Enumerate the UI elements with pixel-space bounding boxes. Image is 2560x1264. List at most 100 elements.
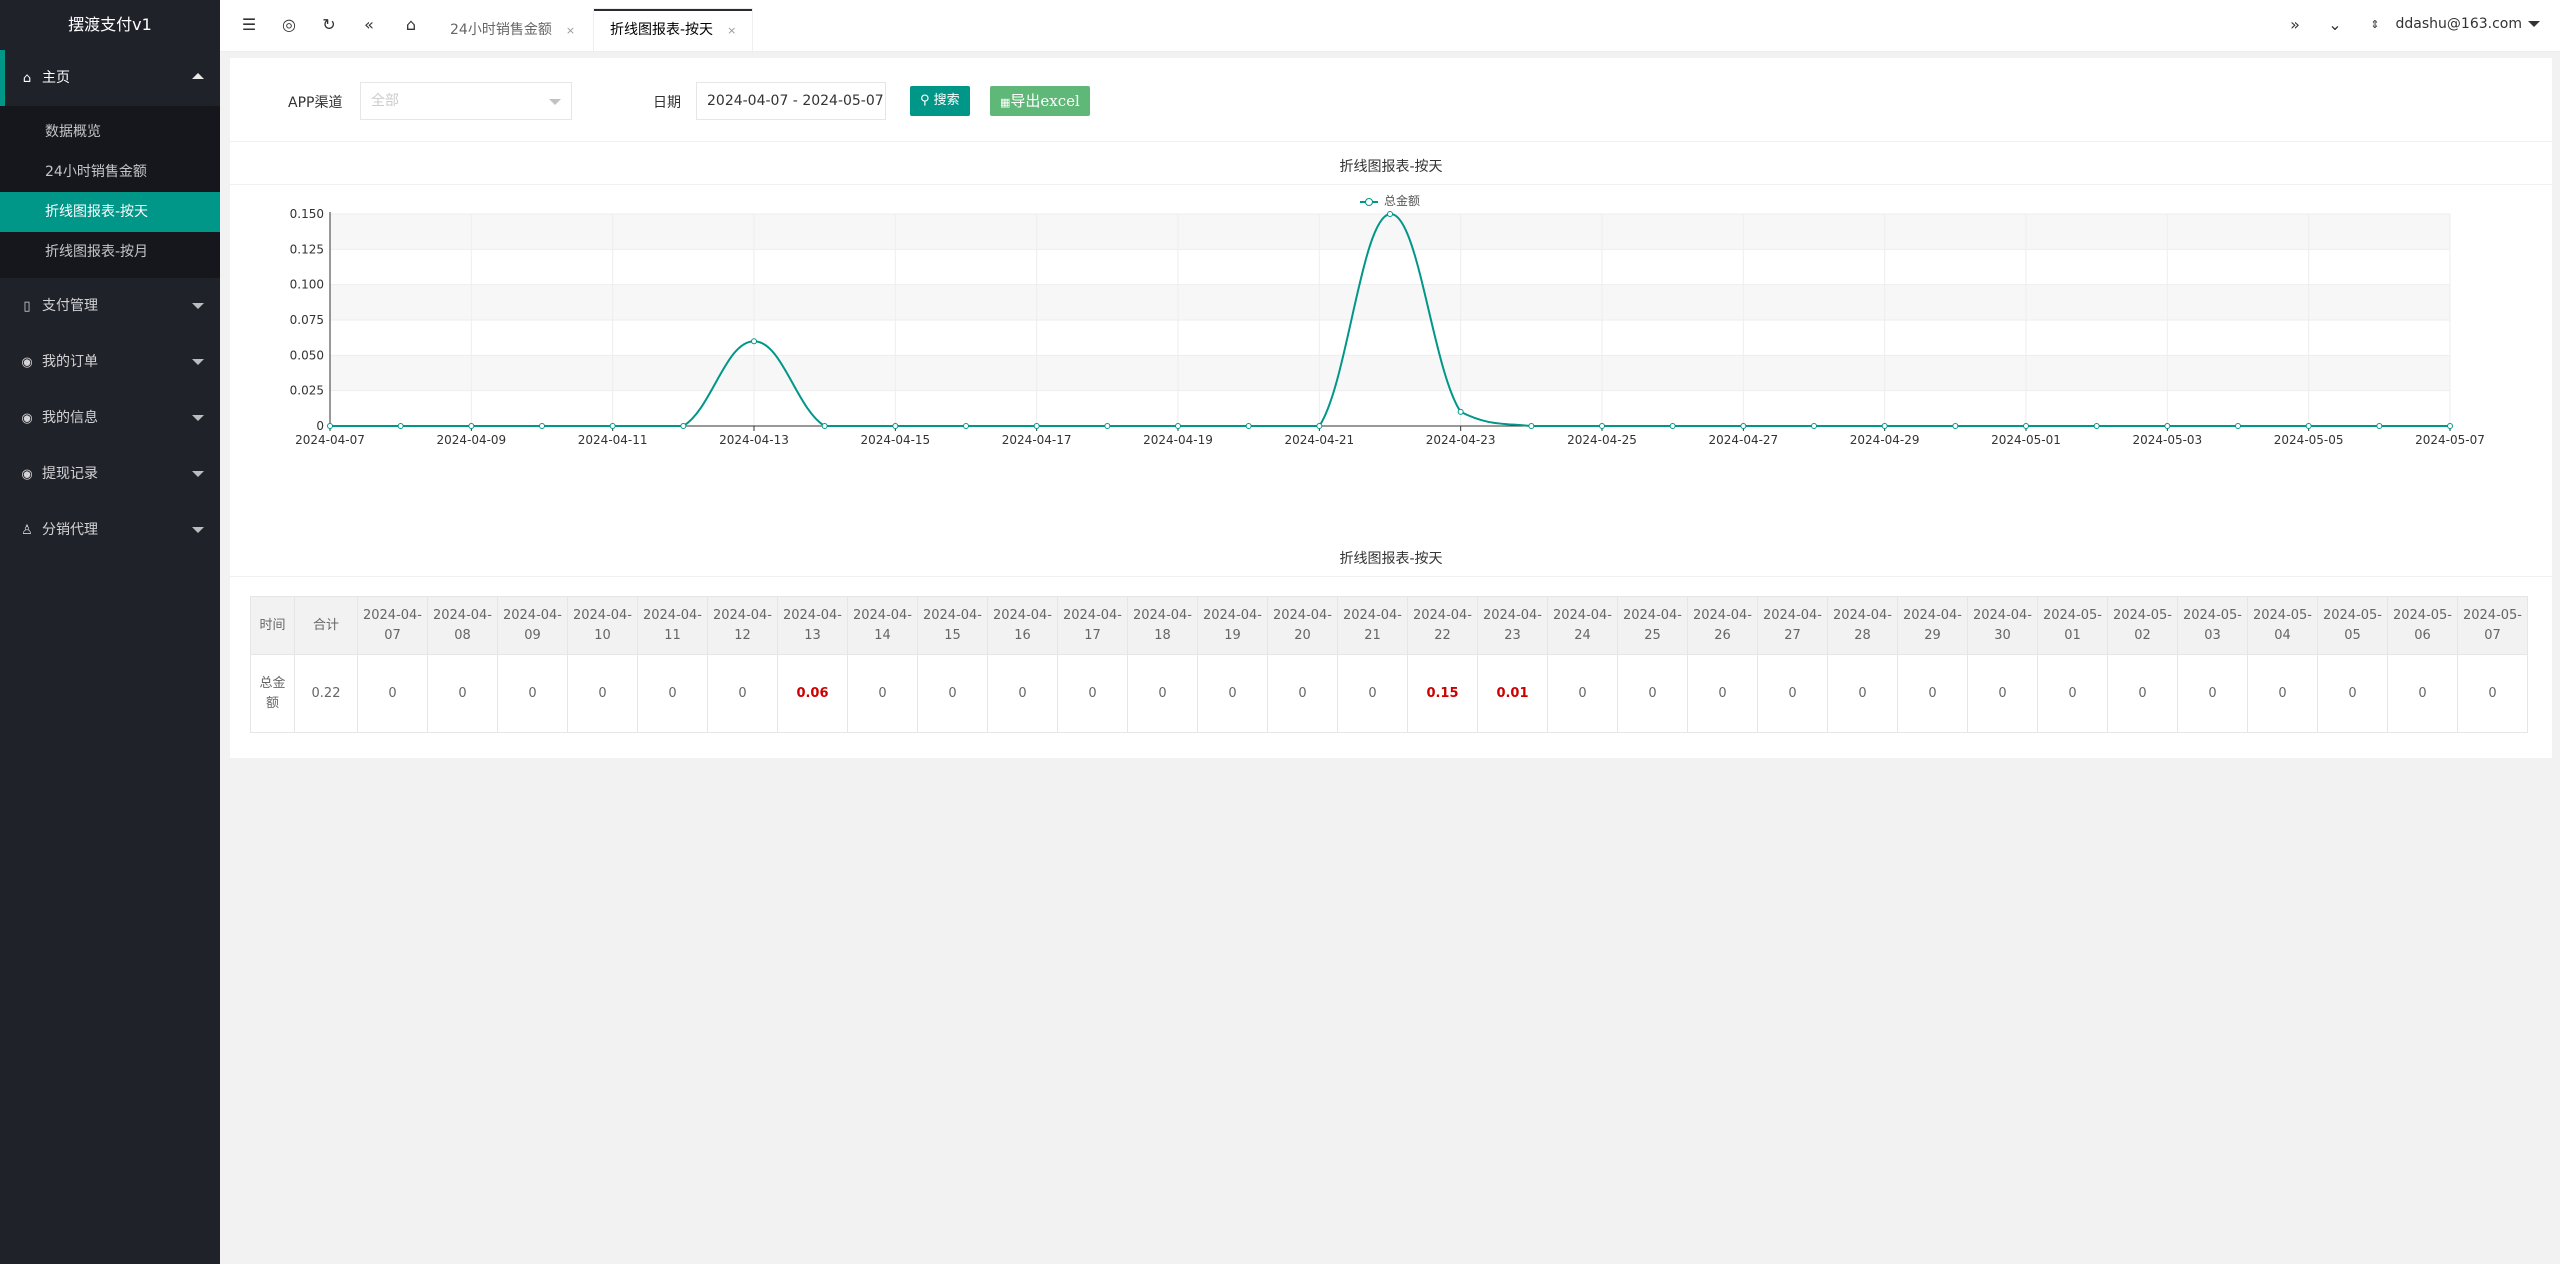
close-icon[interactable]: × — [565, 24, 576, 37]
data-point — [892, 423, 899, 429]
date-header: 2024-04-11 — [637, 596, 708, 655]
date-header: 2024-04-29 — [1897, 596, 1968, 655]
amount-cell: 0 — [917, 654, 988, 733]
sort-icon[interactable]: ⇕ — [2370, 18, 2380, 31]
grid-band — [330, 284, 2450, 320]
chevron-down-icon[interactable]: ⌄ — [2328, 15, 2342, 34]
x-tick-label: 2024-04-07 — [295, 433, 365, 447]
home-tab-icon[interactable]: ⌂ — [405, 15, 417, 34]
search-button-label: 搜索 — [933, 93, 960, 108]
date-header: 2024-04-16 — [987, 596, 1058, 655]
x-tick-label: 2024-04-15 — [860, 433, 930, 447]
data-point — [751, 338, 757, 345]
chart-title: 折线图报表-按天 — [1339, 159, 1443, 175]
scroll-right-icon[interactable]: » — [2290, 15, 2300, 34]
nav-item-agents[interactable]: ♙ 分销代理 — [0, 502, 220, 558]
export-excel-button[interactable]: ▦导出excel — [990, 86, 1090, 116]
data-point — [1104, 423, 1111, 429]
y-tick-label: 0.100 — [290, 278, 324, 292]
home-subnav: 数据概览 24小时销售金额 折线图报表-按天 折线图报表-按月 — [0, 106, 220, 278]
chevron-down-icon — [192, 359, 204, 365]
data-point — [1175, 423, 1181, 429]
nav-item-orders[interactable]: ◉ 我的订单 — [0, 334, 220, 390]
scroll-left-icon[interactable]: « — [364, 15, 374, 34]
amount-cell: 0 — [1057, 654, 1128, 733]
x-tick-label: 2024-04-21 — [1284, 433, 1354, 447]
date-header: 2024-04-17 — [1057, 596, 1128, 655]
date-header: 2024-04-23 — [1477, 596, 1548, 655]
chevron-down-icon — [192, 415, 204, 421]
date-header: 2024-04-08 — [427, 596, 498, 655]
sidebar-item-line-by-day[interactable]: 折线图报表-按天 — [0, 192, 220, 232]
date-header: 2024-05-01 — [2037, 596, 2108, 655]
table-title: 折线图报表-按天 — [1339, 551, 1443, 567]
date-header: 2024-05-02 — [2107, 596, 2178, 655]
data-point — [1599, 423, 1605, 429]
amount-cell: 0 — [1897, 654, 1968, 733]
search-button[interactable]: ⚲ 搜索 — [910, 86, 970, 116]
sidebar-item-24h-sales[interactable]: 24小时销售金额 — [45, 164, 147, 180]
amount-cell: 0 — [1547, 654, 1618, 733]
app-channel-select[interactable]: 全部 — [360, 82, 572, 120]
amount-cell: 0 — [1757, 654, 1828, 733]
date-label: 日期 — [653, 95, 681, 111]
user-menu[interactable]: ddashu@163.com — [2396, 16, 2540, 32]
user-email: ddashu@163.com — [2395, 16, 2522, 32]
y-tick-label: 0.150 — [290, 207, 324, 221]
legend-line-icon — [1360, 197, 1378, 206]
amount-cell: 0 — [2177, 654, 2248, 733]
user-icon: ♙ — [21, 523, 33, 538]
amount-cell: 0 — [987, 654, 1058, 733]
x-tick-label: 2024-04-11 — [578, 433, 648, 447]
chart-legend[interactable]: 总金额 — [1360, 192, 1420, 209]
data-point — [2447, 423, 2453, 429]
amount-cell: 0 — [2107, 654, 2178, 733]
nav-item-payment[interactable]: ▯ 支付管理 — [0, 278, 220, 334]
nav-item-label: 我的信息 — [42, 410, 98, 426]
amount-cell: 0 — [497, 654, 568, 733]
chevron-down-icon — [192, 471, 204, 477]
amount-cell: 0 — [427, 654, 498, 733]
data-point — [327, 423, 333, 429]
date-header: 2024-04-30 — [1967, 596, 2038, 655]
tablet-icon: ▯ — [23, 299, 31, 314]
data-point — [1881, 423, 1888, 429]
date-range-input[interactable]: 2024-04-07 - 2024-05-07 — [696, 82, 886, 120]
filter-bar: APP渠道 全部 日期 2024-04-07 - 2024-05-07 ⚲ 搜索… — [230, 58, 2552, 142]
date-header: 2024-04-10 — [567, 596, 638, 655]
tab-24h-sales[interactable]: 24小时销售金额 × — [434, 9, 591, 51]
report-card: APP渠道 全部 日期 2024-04-07 - 2024-05-07 ⚲ 搜索… — [230, 58, 2552, 758]
amount-cell: 0 — [357, 654, 428, 733]
x-tick-label: 2024-04-17 — [1002, 433, 1072, 447]
series-line — [329, 212, 2450, 427]
amount-cell: 0.01 — [1477, 654, 1548, 733]
table-header-row: 时间 合计 2024-04-07 2024-04-08 2024-04-09 2024… — [250, 596, 2528, 655]
sidebar-item-line-by-month[interactable]: 折线图报表-按月 — [45, 244, 149, 260]
data-point — [2023, 423, 2029, 429]
nav-item-withdrawals[interactable]: ◉ 提现记录 — [0, 446, 220, 502]
amount-cell: 0 — [1267, 654, 1338, 733]
menu-toggle-icon[interactable]: ☰ — [241, 15, 257, 34]
nav-item-home[interactable]: ⌂ 主页 — [0, 50, 220, 106]
app-logo[interactable]: 摆渡支付v1 — [0, 0, 220, 50]
date-header: 2024-05-03 — [2177, 596, 2248, 655]
amount-cell: 0 — [1967, 654, 2038, 733]
date-header: 2024-04-19 — [1197, 596, 1268, 655]
nav-group-home: ⌂ 主页 数据概览 24小时销售金额 折线图报表-按天 折线图报表-按月 — [0, 50, 220, 278]
sidebar-item-overview[interactable]: 数据概览 — [45, 124, 101, 140]
date-header: 2024-04-21 — [1337, 596, 1408, 655]
nav-item-my-info[interactable]: ◉ 我的信息 — [0, 390, 220, 446]
data-point — [397, 423, 404, 429]
chevron-down-icon — [192, 303, 204, 309]
close-icon[interactable]: × — [727, 24, 737, 37]
date-header: 2024-05-05 — [2317, 596, 2388, 655]
x-tick-label: 2024-04-09 — [436, 433, 506, 447]
refresh-icon[interactable]: ↻ — [322, 15, 336, 34]
divider — [230, 576, 2552, 577]
date-header: 2024-04-13 — [777, 596, 848, 655]
data-point — [539, 423, 545, 429]
sidebar: 摆渡支付v1 ⌂ 主页 数据概览 24小时销售金额 折线图报表-按天 折线图报表-… — [0, 0, 220, 1264]
globe-icon[interactable]: ◎ — [282, 15, 296, 34]
amount-cell: 0 — [1197, 654, 1268, 733]
tab-line-by-day[interactable]: 折线图报表-按天 × — [594, 9, 753, 51]
